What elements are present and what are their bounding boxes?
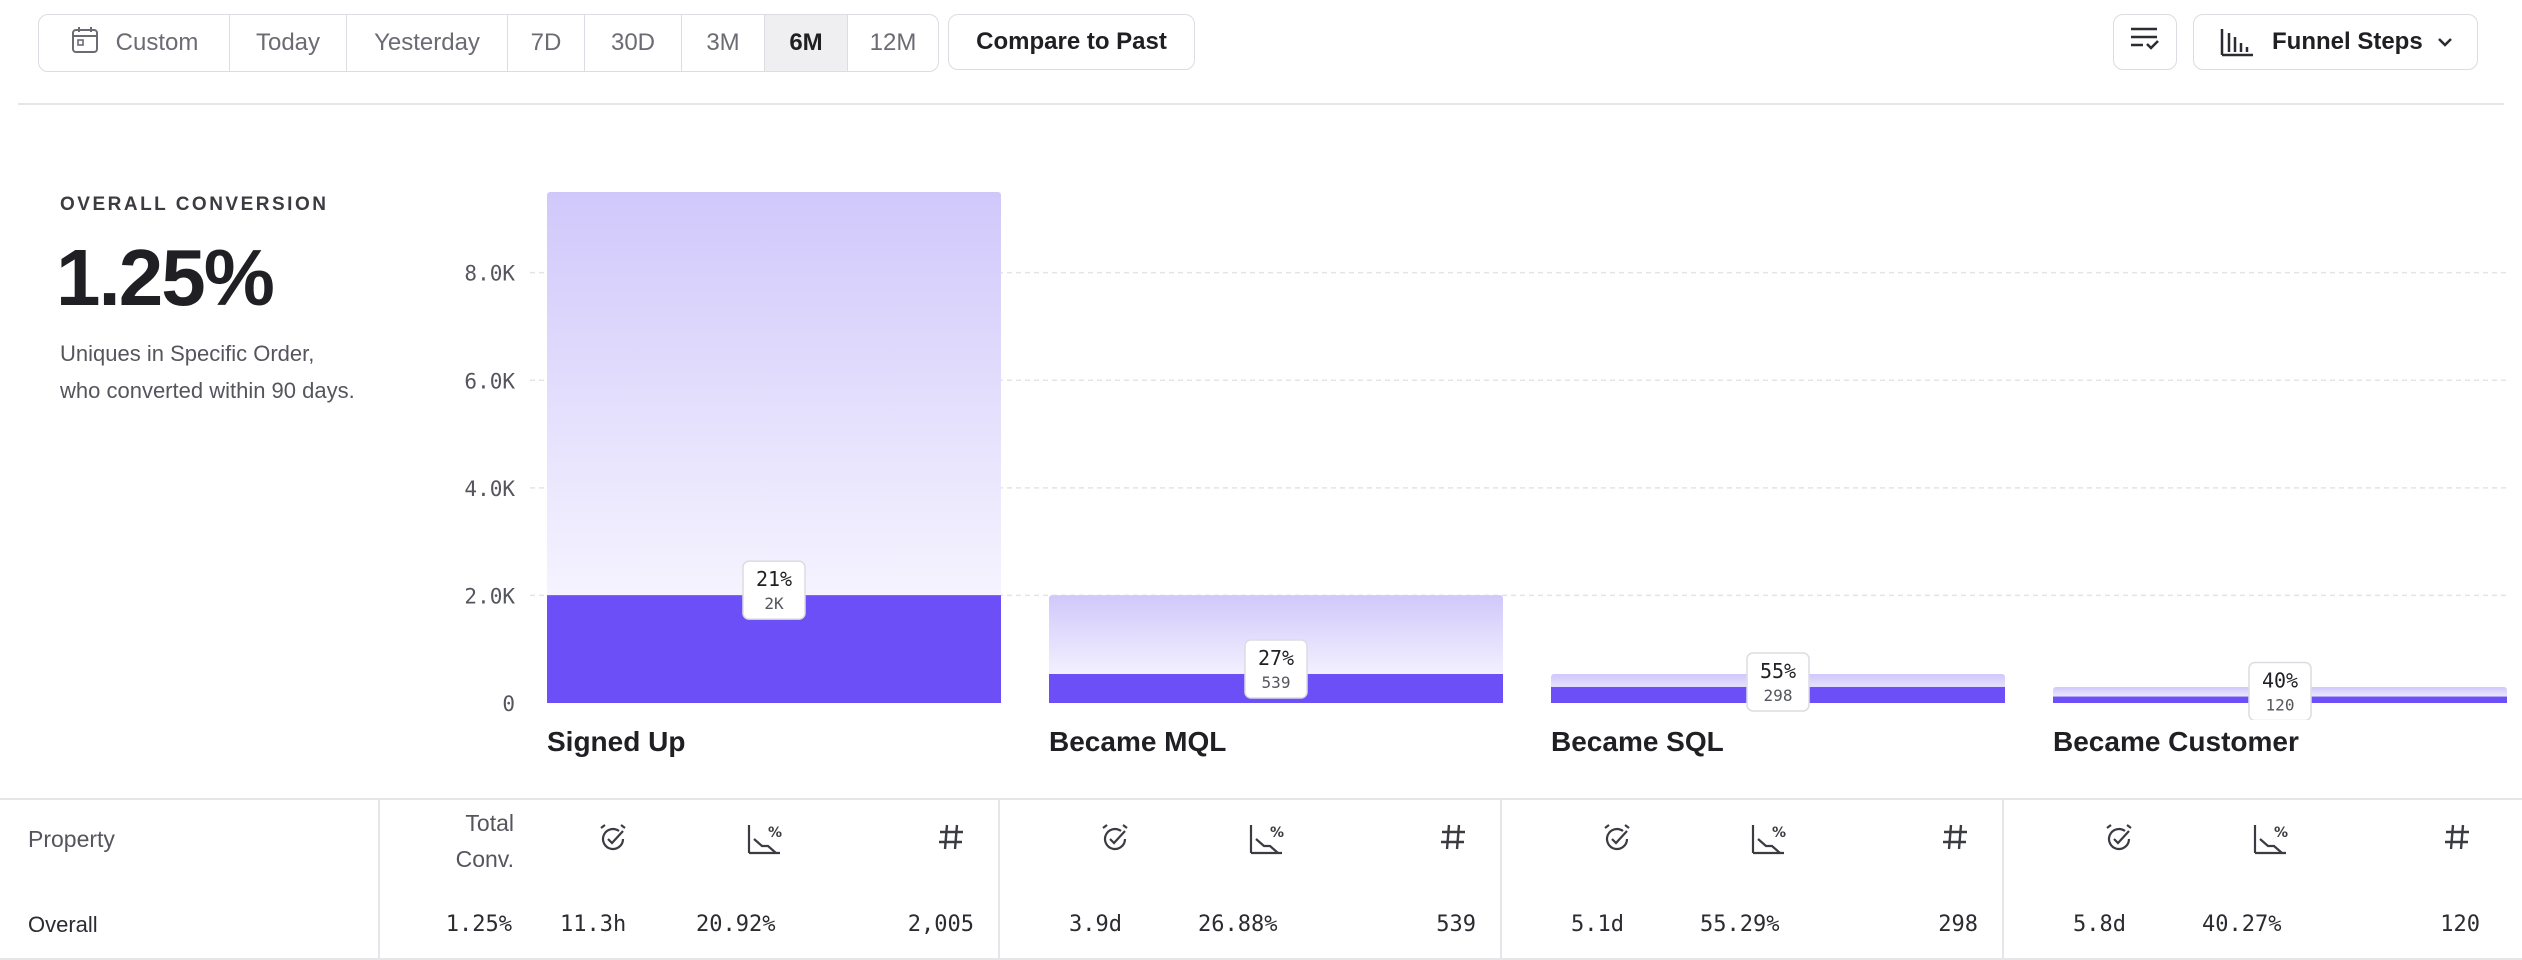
- row-conversion-rate: 40.27%: [2202, 912, 2282, 937]
- row-total-conversion: 1.25%: [445, 912, 512, 937]
- total-conversion-header[interactable]: Total Conv.: [455, 810, 514, 872]
- range-30d[interactable]: 30D: [584, 15, 681, 71]
- table-bottom-border: [0, 958, 2522, 960]
- row-conversion-rate: 20.92%: [696, 912, 776, 937]
- conversion-rate-icon[interactable]: %: [1248, 822, 1284, 861]
- data-label-percent: 21%: [756, 567, 792, 591]
- funnel-chart: 0 2.0K 4.0K 6.0K 8.0K 21% 2K 27% 539 55% 298 40% 12…: [464, 192, 2510, 720]
- count-icon[interactable]: [936, 822, 966, 857]
- overall-conversion-description: Uniques in Specific Order, who converted…: [60, 341, 355, 403]
- conversion-rate-icon[interactable]: %: [2252, 822, 2288, 861]
- date-range-toolbar: Custom Today Yesterday 7D 30D 3M 6M 12M: [38, 14, 939, 72]
- y-tick-label: 6.0K: [464, 369, 515, 393]
- column-divider: [998, 800, 1000, 960]
- table-top-border: [0, 798, 2522, 800]
- row-time-to-convert: 5.1d: [1571, 912, 1624, 937]
- row-conversion-rate: 55.29%: [1700, 912, 1780, 937]
- column-divider: [378, 800, 380, 960]
- y-tick-label: 8.0K: [464, 262, 515, 286]
- calendar-icon: [70, 25, 100, 62]
- data-label-count: 539: [1262, 673, 1291, 692]
- range-6m[interactable]: 6M: [764, 15, 847, 71]
- count-icon[interactable]: [2442, 822, 2472, 857]
- step-label: Became MQL: [1049, 726, 1227, 757]
- time-to-convert-icon[interactable]: [1600, 822, 1634, 861]
- conversion-rate-icon[interactable]: %: [746, 822, 782, 861]
- view-selector-button[interactable]: Funnel Steps: [2193, 14, 2478, 70]
- time-to-convert-icon[interactable]: [596, 822, 630, 861]
- overall-conversion-value: 1.25%: [56, 233, 275, 322]
- y-tick-label: 2.0K: [464, 584, 515, 608]
- property-header[interactable]: Property: [28, 826, 115, 852]
- sort-icon: [2129, 25, 2161, 60]
- y-tick-label: 0: [502, 692, 515, 716]
- svg-text:%: %: [2274, 825, 2288, 841]
- data-label-box: [1244, 639, 1308, 699]
- data-label-percent: 55%: [1760, 659, 1796, 683]
- step-label: Signed Up: [547, 726, 686, 757]
- date-range-group: Custom Today Yesterday 7D 30D 3M 6M 12M: [38, 14, 939, 72]
- range-today[interactable]: Today: [229, 15, 346, 71]
- row-count: 120: [2440, 912, 2480, 937]
- row-time-to-convert: 5.8d: [2073, 912, 2126, 937]
- row-count: 298: [1938, 912, 1978, 937]
- range-7d[interactable]: 7D: [507, 15, 584, 71]
- conversion-rate-icon[interactable]: %: [1750, 822, 1786, 861]
- data-label-count: 298: [1764, 686, 1793, 705]
- time-to-convert-icon[interactable]: [1098, 822, 1132, 861]
- data-label-box: [2248, 661, 2312, 720]
- column-divider: [1500, 800, 1502, 960]
- compare-to-past-button[interactable]: Compare to Past: [948, 14, 1195, 70]
- range-12m[interactable]: 12M: [847, 15, 938, 71]
- row-property: Overall: [28, 912, 98, 937]
- data-label-count: 120: [2266, 696, 2295, 715]
- svg-text:%: %: [768, 825, 782, 841]
- range-yesterday[interactable]: Yesterday: [346, 15, 507, 71]
- range-custom[interactable]: Custom: [39, 15, 229, 71]
- bar-entered[interactable]: [547, 192, 1001, 703]
- data-label-percent: 27%: [1258, 646, 1294, 670]
- row-count: 2,005: [907, 912, 974, 937]
- data-label-box: [742, 560, 806, 620]
- row-conversion-rate: 26.88%: [1198, 912, 1278, 937]
- svg-text:%: %: [1772, 825, 1786, 841]
- row-time-to-convert: 3.9d: [1069, 912, 1122, 937]
- data-label-count: 2K: [764, 594, 784, 613]
- count-icon[interactable]: [1940, 822, 1970, 857]
- toolbar-divider: [18, 103, 2504, 105]
- svg-text:%: %: [1270, 825, 1284, 841]
- data-label-box: [1746, 652, 1810, 712]
- step-label: Became SQL: [1551, 726, 1724, 757]
- data-label-percent: 40%: [2262, 669, 2298, 693]
- time-to-convert-icon[interactable]: [2102, 822, 2136, 861]
- count-icon[interactable]: [1438, 822, 1468, 857]
- column-divider: [2002, 800, 2004, 960]
- row-count: 539: [1436, 912, 1476, 937]
- overall-conversion-label: OVERALL CONVERSION: [60, 194, 329, 215]
- bar-chart-icon: [2220, 27, 2254, 57]
- sort-button[interactable]: [2113, 14, 2177, 70]
- chevron-down-icon: [2437, 36, 2453, 48]
- step-label: Became Customer: [2053, 726, 2299, 757]
- range-3m[interactable]: 3M: [681, 15, 764, 71]
- row-time-to-convert: 11.3h: [560, 912, 627, 937]
- y-tick-label: 4.0K: [464, 477, 515, 501]
